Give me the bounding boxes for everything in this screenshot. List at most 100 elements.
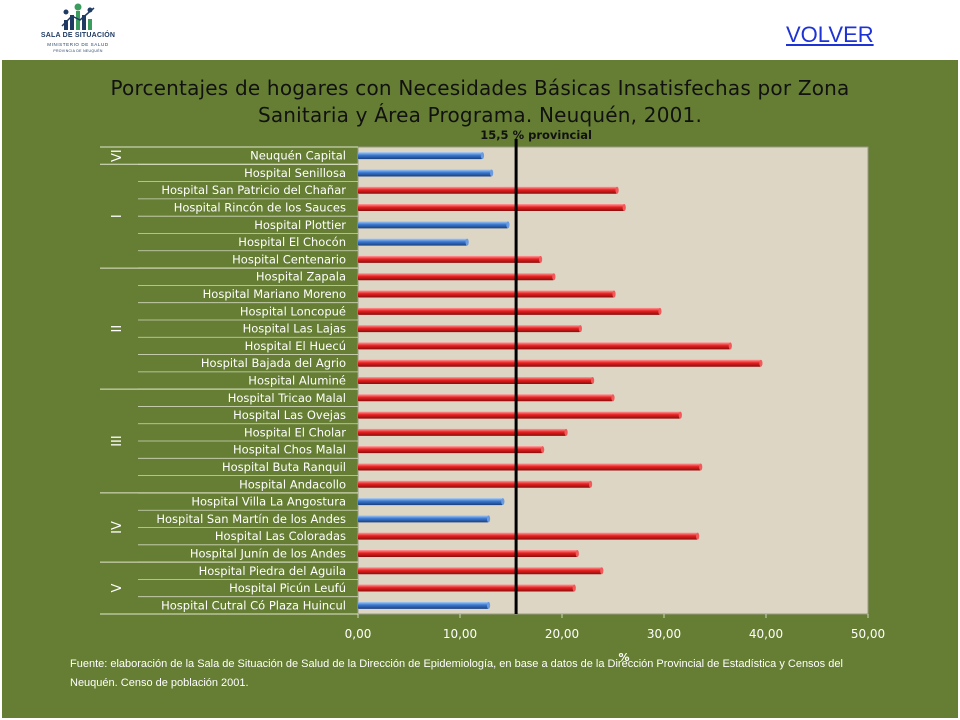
bar-cap [538,255,543,263]
bar [358,238,468,246]
bar [358,428,567,436]
zone-label: I [110,214,125,218]
bar [358,325,581,333]
bar [358,446,543,454]
bar-cap [696,532,700,540]
x-tick-label: 30,00 [647,627,681,641]
bar-cap [759,359,763,367]
bar-cap [564,428,568,436]
category-label: Neuquén Capital [250,149,346,163]
chart-title: Porcentajes de hogares con Necesidades B… [110,76,850,127]
category-label: Hospital Las Ovejas [233,408,346,422]
bar [358,567,602,575]
category-label: Hospital Senillosa [244,166,346,180]
category-label: Hospital Bajada del Agrio [201,356,346,370]
bar [358,515,489,523]
bar [358,463,701,471]
bar-cap [501,498,505,506]
bar [358,169,492,177]
category-label: Hospital San Patricio del Chañar [161,183,346,197]
bar-cap [465,238,469,246]
category-label: Hospital Buta Ranquil [222,460,346,474]
bar [358,290,615,298]
bar [358,255,541,263]
bar [358,377,593,384]
bar [358,584,575,592]
category-label: Hospital Aluminé [248,374,346,388]
category-label: Hospital Las Lajas [243,322,346,336]
logo-subtitle-2: PROVINCIA DE NEUQUÉN [53,49,103,53]
zone-label: V [110,584,125,593]
bar-cap [578,325,582,333]
bar-cap [611,394,615,402]
category-label: Hospital El Chocón [238,235,346,249]
category-label: Hospital El Cholar [244,425,346,439]
category-label: Hospital Piedra del Aguila [199,564,346,578]
category-label: Hospital Mariano Moreno [203,287,346,301]
volver-link[interactable]: VOLVER [786,22,874,47]
x-tick-label: 40,00 [749,627,783,641]
bar-cap [728,342,732,350]
bar [358,394,613,402]
bar [358,411,681,419]
bar-cap [552,273,556,281]
bar-cap [480,152,485,160]
bar-cap [699,463,703,471]
logo-title: SALA DE SITUACIÓN [40,32,116,39]
bar-cap [506,221,510,229]
bar-cap [622,204,626,212]
bar [358,307,660,315]
bar-cap [600,567,604,575]
bar [358,152,483,160]
bar [358,359,761,367]
x-tick-label: 0,00 [345,627,372,641]
bar [358,601,489,609]
x-tick-label: 10,00 [443,627,477,641]
category-label: Hospital Las Coloradas [215,529,346,543]
bar [358,498,503,506]
bar [358,549,578,557]
category-label: Hospital Zapala [256,270,346,284]
bar [358,532,698,540]
x-tick-label: 20,00 [545,627,579,641]
bar [358,342,731,350]
bar-cap [591,377,595,384]
category-label: Hospital Rincón de los Sauces [174,201,346,215]
source-note: Fuente: elaboración de la Sala de Situac… [70,658,843,689]
category-label: Hospital Plottier [254,218,346,232]
header: SALA DE SITUACIÓN MINISTERIO DE SALUD PR… [0,0,960,60]
bar [358,204,625,212]
category-label: Hospital Villa La Angostura [191,495,346,509]
x-axis-label: % [618,651,629,664]
category-label: Hospital Cutral Có Plaza Huincul [161,598,346,612]
category-label: Hospital Centenario [232,252,346,266]
bar [358,186,618,194]
zone-label: IV [110,521,125,534]
logo-graphic-icon [61,3,95,30]
category-label: Hospital San Martín de los Andes [156,512,346,526]
bar-cap [541,446,545,454]
zone-label: VI [110,149,125,162]
category-label: Hospital El Huecú [245,339,346,353]
bar-cap [658,307,662,315]
reference-line-label: 15,5 % provincial [480,128,592,142]
zone-label: II [110,325,125,333]
bar [358,480,591,488]
bar-cap [615,186,619,194]
bar [358,273,554,281]
bar-cap [588,480,593,488]
x-tick-label: 50,00 [851,627,885,641]
category-label: Hospital Andacollo [239,477,346,491]
bar-cap [678,411,682,419]
bar-cap [612,290,616,298]
zone-label: III [110,435,125,447]
sala-de-situacion-logo: SALA DE SITUACIÓN MINISTERIO DE SALUD PR… [28,2,128,58]
category-label: Hospital Tricao Malal [228,391,346,405]
bar-cap [572,584,576,592]
category-label: Hospital Junín de los Andes [190,546,346,560]
bar-cap [575,549,579,557]
logo-subtitle: MINISTERIO DE SALUD [47,42,109,47]
category-label: Hospital Picún Leufú [229,581,346,595]
bar-cap [486,601,491,609]
bar-cap [490,169,494,177]
